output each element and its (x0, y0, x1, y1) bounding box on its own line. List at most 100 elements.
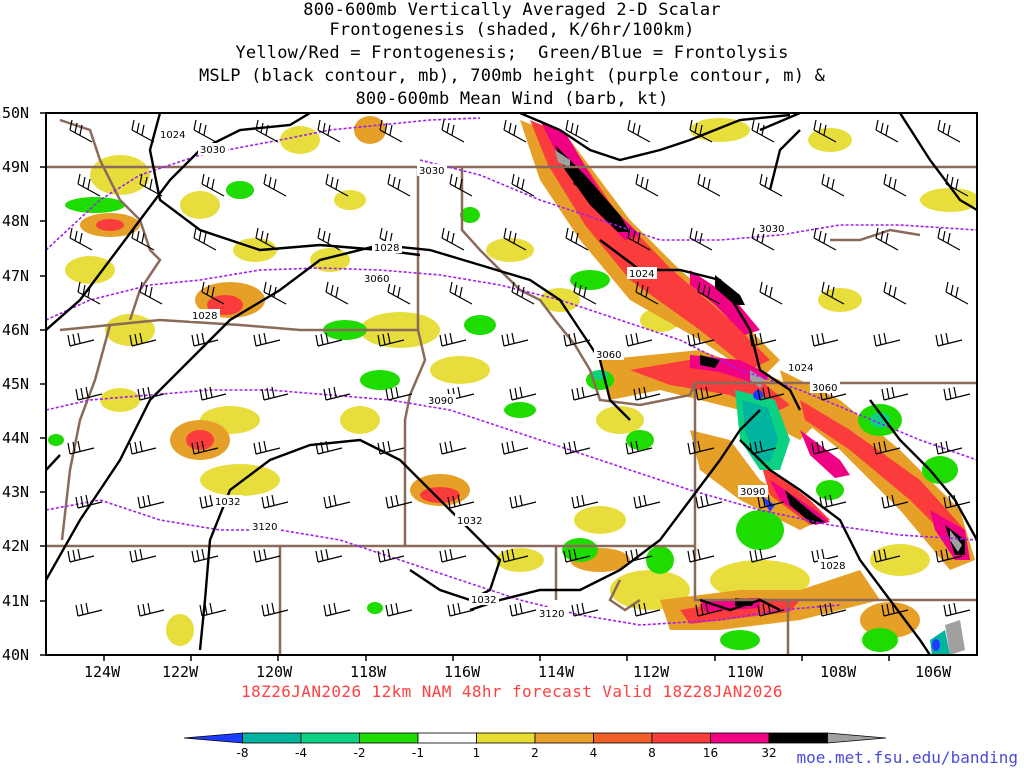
wind-barb (563, 548, 591, 563)
wind-barb (751, 227, 775, 251)
colorbar-label: -2 (354, 746, 366, 760)
wind-barb (501, 332, 529, 347)
lat-tick-label: 40N (2, 646, 29, 664)
lon-tick-label: 116W (444, 663, 481, 681)
wind-barb (191, 548, 219, 563)
wind-barb (883, 281, 907, 305)
wind-barb (571, 386, 599, 401)
wind-barb (873, 332, 901, 347)
wind-barb (627, 119, 651, 143)
wind-barb (139, 173, 163, 197)
frontogenesis-shading (48, 116, 977, 655)
wind-barb (323, 494, 351, 509)
wind-barb (75, 602, 103, 617)
wind-barb (883, 173, 907, 197)
colorbar-label: 16 (703, 746, 718, 760)
wind-barb (131, 119, 155, 143)
lon-tick-label: 110W (727, 663, 764, 681)
mslp-label: 1028 (192, 311, 217, 322)
wind-barb (563, 440, 591, 455)
wind-barb (625, 440, 653, 455)
wind-barb (501, 548, 529, 563)
colorbar-swatch (300, 732, 360, 744)
wind-barb (439, 332, 467, 347)
source-url[interactable]: moe.met.fsu.edu/banding (796, 748, 1018, 767)
wind-barb (937, 227, 961, 251)
height-label: 3090 (740, 487, 765, 498)
wind-barb (565, 227, 589, 251)
height-label: 3120 (539, 609, 564, 620)
wind-barb (759, 173, 783, 197)
wind-barb (317, 227, 341, 251)
wind-barb (509, 602, 537, 617)
lon-labels: 124W 122W 120W 118W 116W 114W 112W 110W … (84, 663, 952, 681)
title-line-3: Yellow/Red = Frontogenesis; Green/Blue =… (235, 43, 789, 63)
wind-barb (315, 440, 343, 455)
wind-barb (687, 440, 715, 455)
lon-tick-label: 120W (256, 663, 293, 681)
mslp-label: 1032 (215, 497, 240, 508)
wind-barb (687, 332, 715, 347)
wind-barb (129, 440, 157, 455)
wind-barb (511, 173, 535, 197)
wind-barb (689, 227, 713, 251)
title-line-5: 800-600mb Mean Wind (barb, kt) (355, 89, 669, 109)
wind-barb (821, 281, 845, 305)
wind-barb (385, 494, 413, 509)
wind-barb (935, 332, 963, 347)
lat-labels: 40N 41N 42N 43N 44N 45N 46N 47N 48N 49N … (2, 104, 29, 664)
mslp-label: 1024 (629, 269, 654, 280)
wind-barb (757, 386, 785, 401)
wind-barb (129, 548, 157, 563)
wind-barb (881, 602, 909, 617)
wind-barb (67, 332, 95, 347)
height-label: 3030 (200, 145, 225, 156)
lat-tick-label: 47N (2, 267, 29, 285)
colorbar: -8 -4 -2 -1 1 2 4 8 16 32 (183, 732, 887, 760)
wind-barb (255, 119, 279, 143)
wind-barb (201, 173, 225, 197)
mslp-label: 1028 (820, 561, 845, 572)
wind-barb (199, 602, 227, 617)
wind-barb (449, 173, 473, 197)
mslp-label: 1028 (374, 243, 399, 254)
colorbar-swatch (417, 732, 477, 744)
lat-tick-label: 41N (2, 592, 29, 610)
lon-axis (103, 655, 890, 661)
lon-tick-label: 106W (915, 663, 952, 681)
wind-barb (253, 548, 281, 563)
title-line-2: Frontogenesis (shaded, K/6hr/100km) (329, 20, 695, 40)
lon-tick-label: 118W (350, 663, 387, 681)
height-label: 3090 (428, 396, 453, 407)
height-label: 3060 (596, 350, 621, 361)
wind-barb (749, 548, 777, 563)
wind-barb (757, 494, 785, 509)
wind-barb (503, 227, 527, 251)
wind-barb (697, 281, 721, 305)
wind-barb (387, 173, 411, 197)
height-label: 3060 (364, 274, 389, 285)
lon-tick-label: 124W (84, 663, 121, 681)
lon-tick-label: 122W (162, 663, 199, 681)
wind-barb (315, 332, 343, 347)
mslp-label: 1024 (788, 363, 813, 374)
height-contours (46, 117, 977, 626)
wind-barb (875, 119, 899, 143)
colorbar-swatch (768, 732, 828, 744)
colorbar-label: 2 (531, 746, 539, 760)
lon-tick-label: 108W (820, 663, 857, 681)
colorbar-swatch (827, 732, 887, 744)
wind-barb (695, 386, 723, 401)
wind-barb (509, 494, 537, 509)
wind-barb (69, 119, 93, 143)
wind-barb (131, 227, 155, 251)
wind-barb (385, 602, 413, 617)
wind-barb (323, 386, 351, 401)
wind-barb (751, 119, 775, 143)
wind-barb (191, 440, 219, 455)
wind-barb (439, 548, 467, 563)
lat-axis (40, 112, 46, 656)
wind-barb (77, 173, 101, 197)
wind-barb (635, 173, 659, 197)
colorbar-swatch (651, 732, 711, 744)
